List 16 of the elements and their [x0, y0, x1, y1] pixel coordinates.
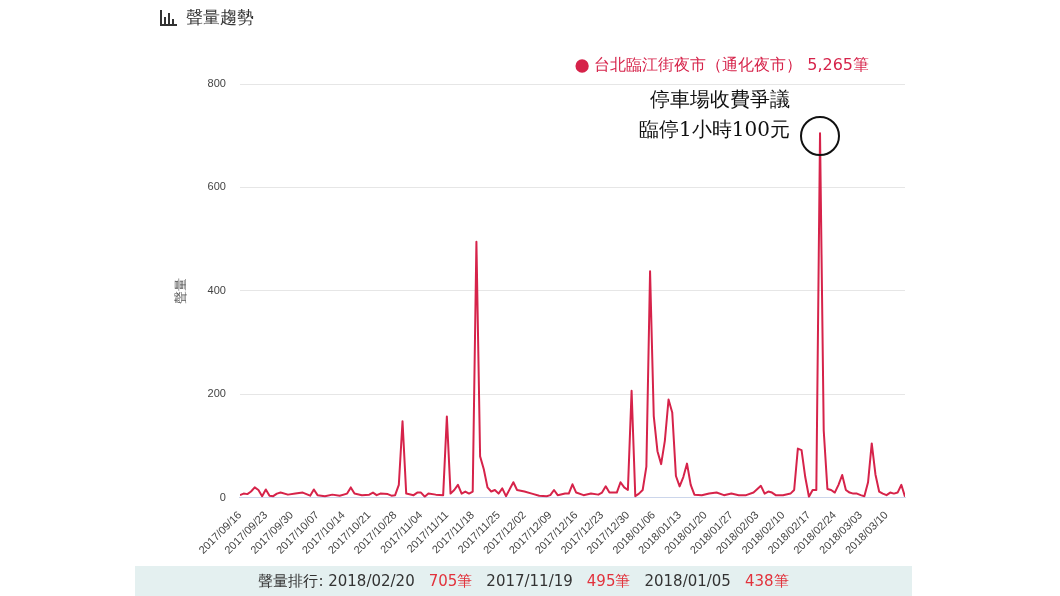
y-tick-label: 600: [207, 180, 226, 193]
text: 495筆: [586, 571, 631, 591]
y-tick-label: 200: [207, 387, 226, 400]
y-tick-label: 0: [219, 490, 226, 503]
y-axis-title: 聲量: [173, 277, 189, 304]
y-tick-label: 800: [207, 77, 226, 90]
annotation: 停車場收費爭議: [650, 87, 791, 112]
text: 聲量排行: 2018/02/20: [258, 571, 415, 591]
y-tick-label: 400: [207, 283, 226, 296]
text: 705筆: [428, 571, 473, 591]
legend-label: 台北臨江街夜市（通化夜市） 5,265筆: [594, 55, 869, 75]
text: 2018/01/05: [644, 572, 731, 590]
text: 2017/11/19: [486, 572, 573, 590]
chart-title: 聲量趨勢: [186, 6, 254, 29]
annotation: 臨停1小時100元: [639, 117, 791, 142]
text: 438筆: [744, 571, 789, 591]
